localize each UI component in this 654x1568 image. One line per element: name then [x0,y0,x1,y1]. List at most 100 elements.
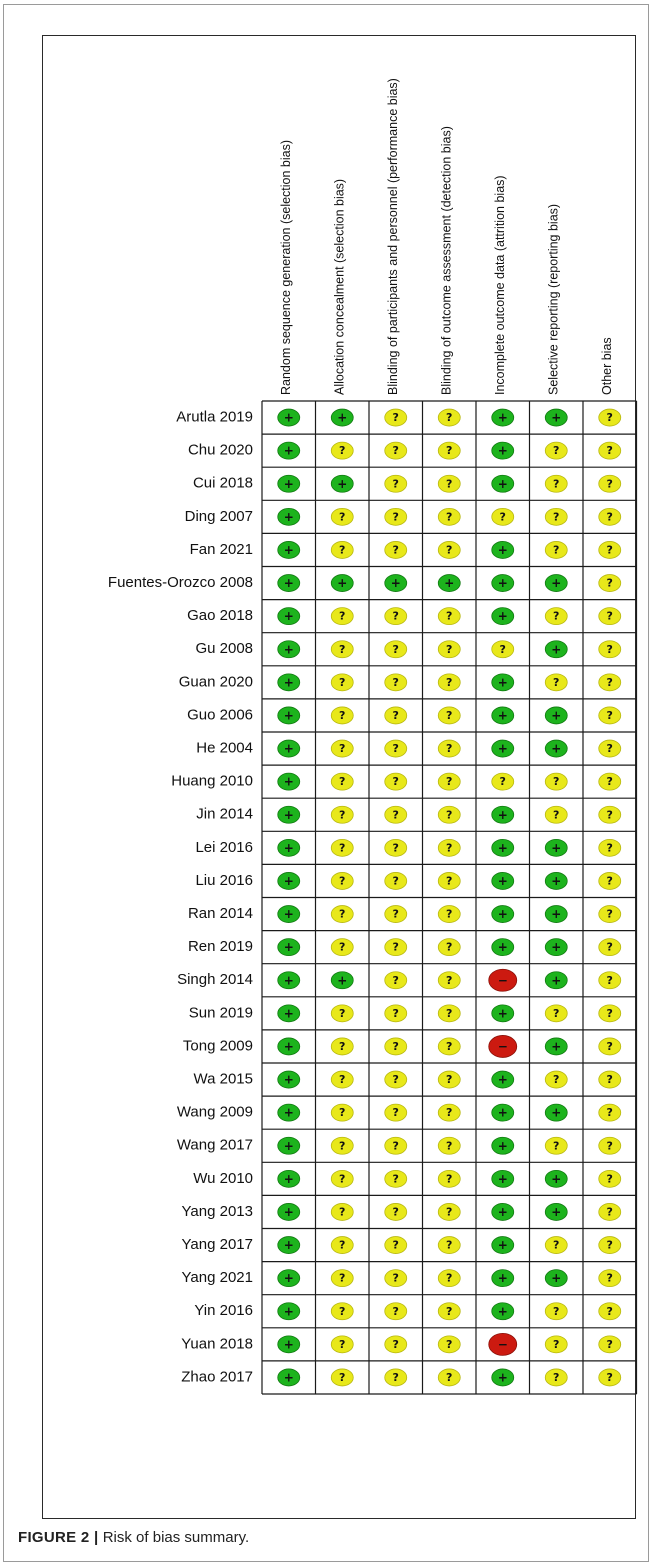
rating-marker [277,541,301,559]
rating-unclear-risk: ? [598,706,622,725]
study-label: Fuentes-Orozco 2008 [108,574,253,591]
rating-symbol: ? [393,1139,399,1152]
rating-symbol: ? [607,742,613,755]
rating-unclear-risk: ? [330,607,354,626]
rating-symbol: ? [339,1007,345,1020]
rating-unclear-risk: ? [598,1269,622,1288]
rating-symbol: ? [553,477,559,490]
rating-low-risk: + [491,1004,515,1023]
rating-marker [544,1004,568,1023]
rating-unclear-risk: ? [330,441,354,460]
rating-marker [330,838,354,857]
rating-marker [330,474,354,493]
rating-marker [598,805,622,824]
rating-low-risk: + [491,441,515,460]
rating-marker [384,1368,408,1387]
rating-symbol: ? [339,742,345,755]
rating-unclear-risk: ? [544,541,568,559]
rating-marker [437,1103,461,1122]
rating-symbol: ? [393,742,399,755]
rating-symbol: ? [607,1106,613,1119]
rating-marker [277,607,301,626]
rating-marker [598,507,622,526]
rating-marker [598,838,622,857]
rating-unclear-risk: ? [437,673,461,692]
rating-unclear-risk: ? [384,1203,408,1221]
rating-marker [330,1037,354,1056]
rating-low-risk: + [277,739,301,758]
rating-unclear-risk: ? [384,507,408,526]
rating-unclear-risk: ? [598,805,622,824]
rating-symbol: ? [607,1205,613,1218]
rating-symbol: + [498,874,508,888]
rating-symbol: ? [339,510,345,523]
rating-unclear-risk: ? [384,739,408,758]
rating-unclear-risk: ? [384,1070,408,1089]
rating-symbol: ? [339,643,345,656]
rating-unclear-risk: ? [437,971,461,990]
rating-marker [544,673,568,692]
rating-low-risk: + [491,1269,515,1288]
rating-symbol: ? [339,1305,345,1318]
study-label: Cui 2018 [193,475,253,492]
rating-low-risk: + [277,706,301,725]
rating-symbol: ? [607,1007,613,1020]
rating-symbol: + [498,543,508,557]
rating-marker [384,574,408,592]
rating-marker [277,1037,301,1056]
rating-low-risk: + [491,739,515,758]
rating-unclear-risk: ? [544,474,568,493]
rating-marker [544,1302,568,1321]
rating-marker [277,772,301,791]
rating-marker [544,1335,568,1354]
rating-unclear-risk: ? [598,772,622,791]
rating-symbol: ? [553,1239,559,1252]
rating-marker [491,507,515,526]
rating-symbol: ? [446,643,452,656]
rating-low-risk: + [277,872,301,890]
study-label: Gu 2008 [195,640,253,657]
rating-marker [384,1335,408,1354]
rating-marker [437,772,461,791]
rating-low-risk: + [330,474,354,493]
rating-symbol: ? [607,411,613,424]
rating-symbol: + [284,1271,294,1285]
rating-marker [277,1004,301,1023]
rating-low-risk: + [277,938,301,957]
rating-unclear-risk: ? [330,1335,354,1354]
rating-unclear-risk: ? [384,971,408,990]
rating-marker [544,607,568,626]
rating-symbol: ? [339,1272,345,1285]
rating-unclear-risk: ? [330,1136,354,1155]
rating-low-risk: + [544,971,568,990]
rating-symbol: + [498,708,508,722]
rating-symbol: ? [446,610,452,623]
rating-low-risk: + [277,640,301,659]
rating-symbol: ? [446,841,452,854]
rating-symbol: ? [553,1007,559,1020]
rating-marker [330,673,354,692]
rating-unclear-risk: ? [598,574,622,592]
rating-symbol: + [284,1337,294,1351]
rating-unclear-risk: ? [544,1136,568,1155]
rating-low-risk: + [491,607,515,626]
rating-marker [598,1203,622,1221]
rating-symbol: + [284,1006,294,1020]
rating-symbol: ? [553,808,559,821]
rating-low-risk: + [277,971,301,990]
rating-marker [598,1136,622,1155]
rating-marker [544,408,568,427]
rating-marker [544,1236,568,1254]
rating-unclear-risk: ? [384,938,408,957]
risk-of-bias-chart: Random sequence generation (selection bi… [108,78,638,1395]
rating-unclear-risk: ? [544,1368,568,1387]
rating-symbol: + [551,1039,561,1053]
rating-symbol: ? [446,1007,452,1020]
rating-marker [330,1368,354,1387]
rating-symbol: + [284,841,294,855]
rating-unclear-risk: ? [330,1103,354,1122]
rating-low-risk: + [491,1136,515,1155]
rating-low-risk: + [277,1070,301,1089]
rating-unclear-risk: ? [437,474,461,493]
rating-symbol: ? [393,676,399,689]
